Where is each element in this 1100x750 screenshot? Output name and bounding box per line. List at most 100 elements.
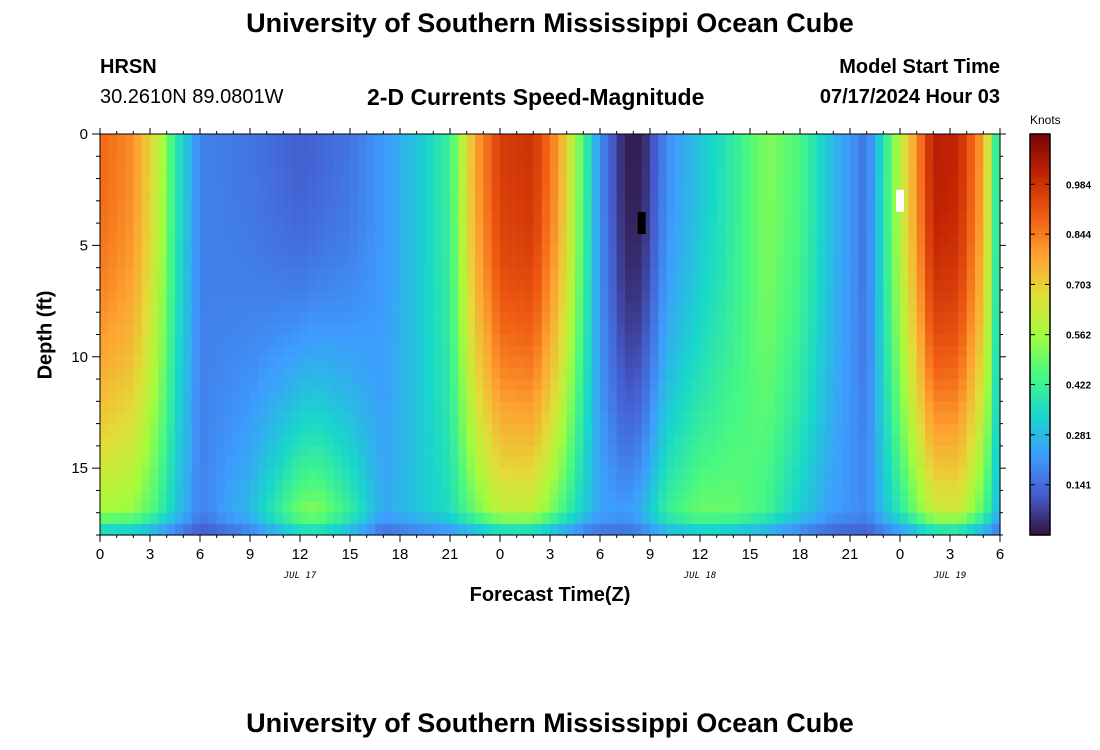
heatmap-cell <box>666 390 676 402</box>
heatmap-cell <box>158 301 168 313</box>
heatmap-cell <box>216 367 226 380</box>
heatmap-cell <box>508 200 518 213</box>
heatmap-cell <box>341 234 351 246</box>
heatmap-cell <box>200 167 209 180</box>
heatmap-cell <box>175 501 184 514</box>
heatmap-cell <box>100 434 109 447</box>
heatmap-cell <box>825 457 834 469</box>
heatmap-cell <box>458 457 468 469</box>
heatmap-cell <box>516 178 526 191</box>
heatmap-cell <box>191 211 201 224</box>
heatmap-cell <box>591 134 601 146</box>
heatmap-cell <box>691 367 701 380</box>
heatmap-cell <box>116 278 126 291</box>
heatmap-cell <box>841 223 851 235</box>
heatmap-cell <box>266 167 276 180</box>
heatmap-cell <box>316 189 326 202</box>
heatmap-cell <box>583 267 593 280</box>
heatmap-cell <box>183 145 193 157</box>
heatmap-cell <box>625 334 634 347</box>
heatmap-cell <box>466 289 476 302</box>
heatmap-cell <box>925 401 934 414</box>
heatmap-cell <box>283 457 293 469</box>
heatmap-cell <box>550 434 559 447</box>
heatmap-cell <box>675 423 684 436</box>
heatmap-cell <box>575 434 584 447</box>
heatmap-cell <box>350 278 359 291</box>
heatmap-cell <box>433 134 443 146</box>
heatmap-cell <box>525 457 534 469</box>
heatmap-cell <box>658 523 668 536</box>
heatmap-cell <box>816 434 826 447</box>
heatmap-cell <box>841 468 851 480</box>
heatmap-cell <box>316 512 326 525</box>
heatmap-cell <box>533 412 543 425</box>
heatmap-cell <box>958 434 968 447</box>
heatmap-cell <box>683 490 693 503</box>
heatmap-cell <box>741 412 751 425</box>
heatmap-cell <box>875 523 884 536</box>
heatmap-cell <box>975 479 984 492</box>
heatmap-cell <box>991 479 1001 492</box>
heatmap-cell <box>808 223 818 235</box>
heatmap-cell <box>458 501 468 514</box>
heatmap-cell <box>416 468 426 480</box>
heatmap-cell <box>841 479 851 492</box>
heatmap-cell <box>608 423 618 436</box>
heatmap-cell <box>133 156 143 169</box>
heatmap-cell <box>683 379 693 391</box>
heatmap-cell <box>675 301 684 313</box>
colorbar-segment <box>1030 531 1050 536</box>
heatmap-cell <box>575 490 584 503</box>
heatmap-cell <box>550 367 559 380</box>
heatmap-cell <box>291 523 301 536</box>
heatmap-cell <box>391 167 401 180</box>
heatmap-cell <box>516 423 526 436</box>
heatmap-cell <box>500 234 509 246</box>
heatmap-cell <box>558 512 568 525</box>
heatmap-cell <box>191 134 201 146</box>
heatmap-cell <box>741 234 751 246</box>
heatmap-cell <box>475 167 484 180</box>
heatmap-cell <box>191 423 201 436</box>
colorbar-segment <box>1030 137 1050 142</box>
heatmap-cell <box>850 234 859 246</box>
heatmap-cell <box>150 434 159 447</box>
heatmap-cell <box>391 401 401 414</box>
heatmap-cell <box>716 145 726 157</box>
heatmap-cell <box>550 289 559 302</box>
heatmap-cell <box>391 457 401 469</box>
heatmap-cell <box>866 345 876 358</box>
heatmap-cell <box>825 256 834 269</box>
heatmap-cell <box>800 267 809 280</box>
heatmap-cell <box>466 512 476 525</box>
heatmap-cell <box>266 523 276 536</box>
heatmap-cell <box>291 245 301 258</box>
colorbar-segment <box>1030 207 1050 212</box>
heatmap-cell <box>600 390 609 402</box>
heatmap-cell <box>983 211 993 224</box>
heatmap-cell <box>216 234 226 246</box>
heatmap-cell <box>783 267 793 280</box>
heatmap-cell <box>825 401 834 414</box>
heatmap-cell <box>641 412 651 425</box>
heatmap-cell <box>208 167 218 180</box>
heatmap-cell <box>425 323 434 336</box>
heatmap-cell <box>775 189 784 202</box>
heatmap-cell <box>791 178 801 191</box>
heatmap-cell <box>483 156 493 169</box>
heatmap-cell <box>858 512 868 525</box>
heatmap-cell <box>650 512 659 525</box>
heatmap-cell <box>433 468 443 480</box>
heatmap-cell <box>400 501 409 514</box>
heatmap-cell <box>583 412 593 425</box>
heatmap-cell <box>366 445 376 458</box>
heatmap-cell <box>516 512 526 525</box>
heatmap-cell <box>233 434 243 447</box>
heatmap-cell <box>733 323 743 336</box>
heatmap-cell <box>408 479 418 492</box>
heatmap-cell <box>316 457 326 469</box>
heatmap-cell <box>658 223 668 235</box>
heatmap-cell <box>225 134 234 146</box>
heatmap-cell <box>775 323 784 336</box>
